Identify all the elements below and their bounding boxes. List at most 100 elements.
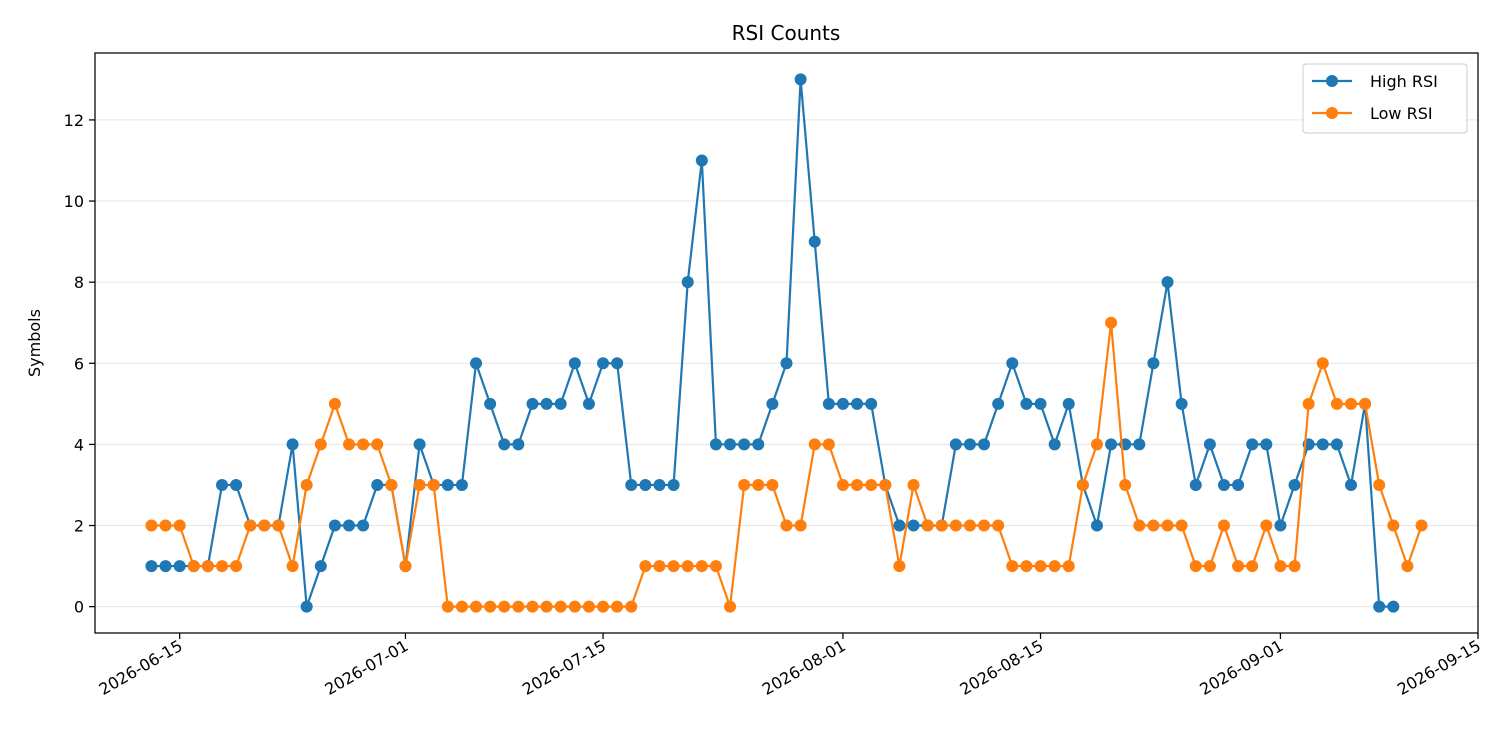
low-rsi-point: [1246, 560, 1259, 573]
low-rsi-point: [1274, 560, 1287, 573]
high-rsi-point: [597, 357, 610, 370]
high-rsi-point: [667, 478, 680, 491]
low-rsi-point: [484, 600, 497, 613]
high-rsi-point: [836, 397, 849, 410]
y-tick-label: 8: [74, 273, 84, 292]
high-rsi-point: [173, 560, 186, 573]
high-rsi-point: [230, 478, 243, 491]
low-rsi-point: [1373, 478, 1386, 491]
legend-low-rsi-marker: [1326, 107, 1338, 119]
low-rsi-point: [1232, 560, 1245, 573]
low-rsi-point: [893, 560, 906, 573]
low-rsi-point: [1344, 397, 1357, 410]
high-rsi-point: [1232, 478, 1245, 491]
low-rsi-point: [879, 478, 892, 491]
high-rsi-point: [1090, 519, 1103, 532]
high-rsi-point: [441, 478, 454, 491]
high-rsi-point: [780, 357, 793, 370]
low-rsi-point: [173, 519, 186, 532]
low-rsi-point: [625, 600, 638, 613]
low-rsi-point: [441, 600, 454, 613]
high-rsi-point: [540, 397, 553, 410]
low-rsi-point: [385, 478, 398, 491]
low-rsi-point: [1090, 438, 1103, 451]
high-rsi-point: [681, 276, 694, 289]
high-rsi-point: [1147, 357, 1160, 370]
high-rsi-point: [455, 478, 468, 491]
low-rsi-point: [653, 560, 666, 573]
high-rsi-point: [709, 438, 722, 451]
y-axis-label: Symbols: [25, 309, 44, 377]
high-rsi-point: [1175, 397, 1188, 410]
low-rsi-point: [314, 438, 327, 451]
chart-title: RSI Counts: [732, 21, 841, 45]
low-rsi-point: [597, 600, 610, 613]
legend-low-rsi-label: Low RSI: [1370, 104, 1433, 123]
high-rsi-point: [1048, 438, 1061, 451]
low-rsi-point: [187, 560, 200, 573]
low-rsi-point: [667, 560, 680, 573]
low-rsi-point: [639, 560, 652, 573]
low-rsi-point: [1062, 560, 1075, 573]
y-tick-label: 12: [64, 111, 84, 130]
low-rsi-point: [921, 519, 934, 532]
y-axis: 0 2 4 6 8 10 12: [64, 111, 95, 617]
low-rsi-point: [907, 478, 920, 491]
y-tick-label: 2: [74, 517, 84, 536]
high-rsi-point: [512, 438, 525, 451]
high-rsi-point: [498, 438, 511, 451]
low-rsi-point: [1316, 357, 1329, 370]
low-rsi-point: [1006, 560, 1019, 573]
high-rsi-point: [1105, 438, 1118, 451]
low-rsi-point: [738, 478, 751, 491]
high-rsi-point: [963, 438, 976, 451]
high-rsi-point: [1246, 438, 1259, 451]
high-rsi-point: [1161, 276, 1174, 289]
high-rsi-point: [343, 519, 356, 532]
low-rsi-point: [540, 600, 553, 613]
low-rsi-point: [766, 478, 779, 491]
high-rsi-point: [1217, 478, 1230, 491]
high-rsi-point: [1189, 478, 1202, 491]
high-rsi-point: [1133, 438, 1146, 451]
high-rsi-point: [1203, 438, 1216, 451]
low-rsi-point: [724, 600, 737, 613]
high-rsi-point: [1316, 438, 1329, 451]
high-rsi-point: [851, 397, 864, 410]
high-rsi-point: [766, 397, 779, 410]
high-rsi-point: [1006, 357, 1019, 370]
low-rsi-point: [371, 438, 384, 451]
high-rsi-point: [752, 438, 765, 451]
y-tick-label: 4: [74, 435, 84, 454]
high-rsi-point: [992, 397, 1005, 410]
low-rsi-point: [1260, 519, 1273, 532]
plot-area-frame: [94, 52, 1479, 634]
low-rsi-point: [1105, 316, 1118, 329]
low-rsi-point: [582, 600, 595, 613]
legend: High RSI Low RSI: [1302, 63, 1468, 134]
low-rsi-point: [343, 438, 356, 451]
high-rsi-point: [1387, 600, 1400, 613]
low-rsi-point: [836, 478, 849, 491]
low-rsi-point: [554, 600, 567, 613]
low-rsi-point: [1203, 560, 1216, 573]
low-rsi-point: [470, 600, 483, 613]
low-rsi-point: [695, 560, 708, 573]
low-rsi-point: [455, 600, 468, 613]
low-rsi-point: [992, 519, 1005, 532]
low-rsi-point: [159, 519, 172, 532]
low-rsi-point: [427, 478, 440, 491]
high-rsi-point: [159, 560, 172, 573]
low-rsi-point: [752, 478, 765, 491]
low-rsi-point: [1020, 560, 1033, 573]
low-rsi-point: [978, 519, 991, 532]
low-rsi-point: [568, 600, 581, 613]
low-rsi-point: [808, 438, 821, 451]
low-rsi-point: [230, 560, 243, 573]
high-rsi-point: [808, 235, 821, 248]
low-rsi-point: [1387, 519, 1400, 532]
low-rsi-point: [201, 560, 214, 573]
high-rsi-point: [1330, 438, 1343, 451]
low-rsi-point: [1401, 560, 1414, 573]
